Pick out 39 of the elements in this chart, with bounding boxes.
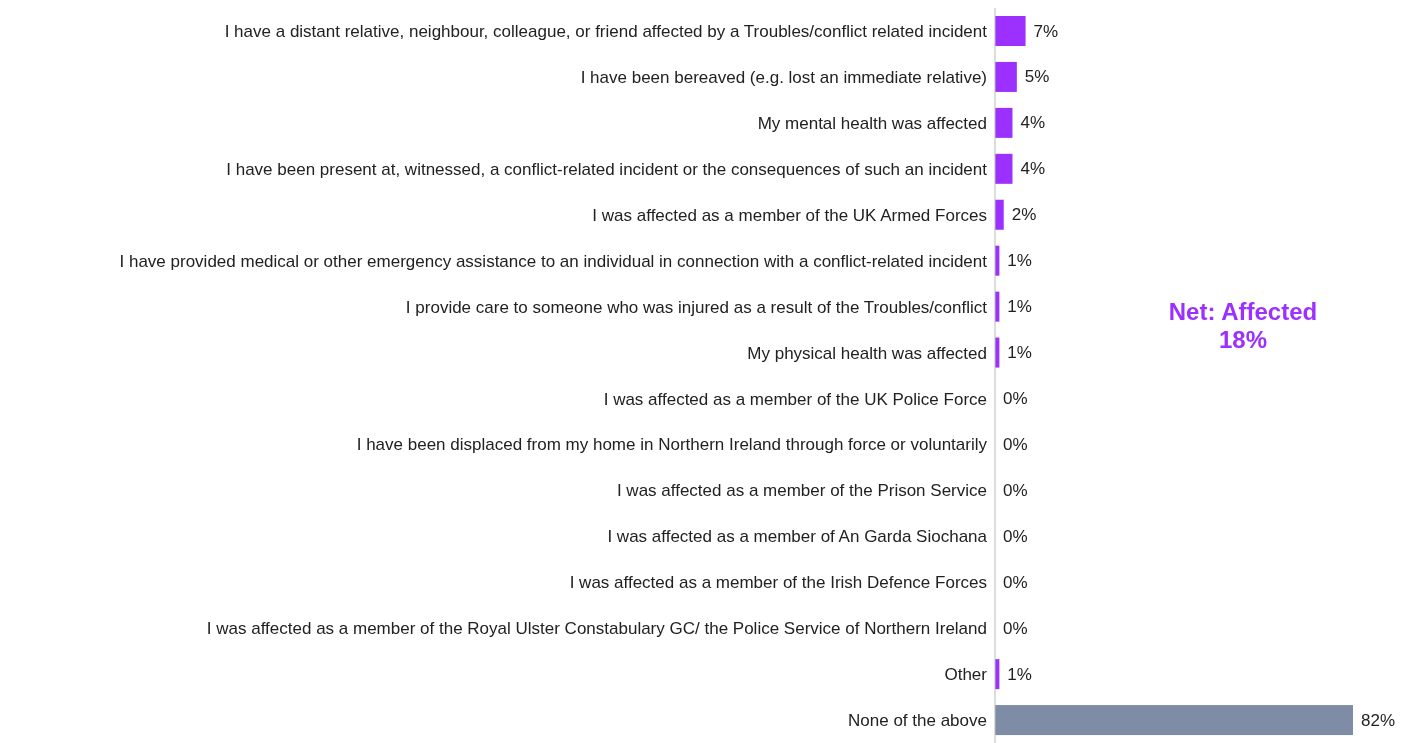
y-tick-label: I was affected as a member of An Garda Siochana	[607, 527, 988, 547]
data-label: 1%	[1007, 343, 1032, 363]
data-label: 1%	[1007, 664, 1032, 684]
bar	[995, 61, 1017, 92]
y-tick-label: I was affected as a member of the UK Armed Forces	[592, 205, 987, 225]
data-label: 4%	[1020, 113, 1046, 133]
data-label: 0%	[1003, 480, 1028, 500]
data-label: 5%	[1024, 67, 1050, 87]
y-tick-label: I was affected as a member of the Royal Ulster Constabulary GC/ the Police Service of Northern Ireland	[206, 619, 987, 639]
y-tick-label: I was affected as a member of the UK Police Force	[603, 389, 987, 409]
y-tick-label: I have a distant relative, neighbour, colleague, or friend affected by a Troubles/conflict related incident	[224, 22, 988, 41]
data-label: 0%	[1003, 389, 1028, 408]
bar	[995, 199, 1004, 230]
annotation: Net: Affected 18%	[1167, 298, 1319, 354]
bar	[995, 16, 1026, 46]
bar	[995, 705, 1353, 736]
y-tick-label: I was affected as a member of the Prison Service	[616, 481, 987, 501]
data-label: 0%	[1003, 434, 1028, 454]
y-tick-label: My mental health was affected	[757, 113, 987, 133]
data-label: 1%	[1007, 297, 1032, 317]
data-label: 1%	[1007, 251, 1032, 271]
bar	[995, 107, 1013, 138]
bar	[995, 153, 1013, 184]
y-tick-label: I have been present at, witnessed, a conflict-related incident or the consequences of such an incident	[226, 159, 988, 179]
y-tick-label: I have been bereaved (e.g. lost an immediate relative)	[580, 67, 987, 87]
y-tick-label: I was affected as a member of the Irish Defence Forces	[569, 573, 987, 593]
y-tick-label: I have been displaced from my home in Northern Ireland through force or voluntarily	[356, 435, 988, 455]
y-tick-label: My physical health was affected	[747, 343, 987, 363]
data-label: 0%	[1003, 572, 1028, 592]
data-label: 4%	[1020, 159, 1046, 179]
y-tick-label: None of the above	[848, 711, 987, 731]
data-label: 0%	[1003, 618, 1028, 638]
data-label: 7%	[1033, 21, 1059, 41]
y-tick-label: I provide care to someone who was injured as a result of the Troubles/conflict	[405, 297, 988, 317]
data-label: 82%	[1361, 710, 1396, 730]
y-tick-label: Other	[944, 665, 988, 685]
data-label: 0%	[1003, 526, 1028, 546]
data-label: 2%	[1011, 205, 1037, 225]
y-tick-label: I have provided medical or other emergency assistance to an individual in connection with a conflict-related incident	[119, 251, 988, 271]
